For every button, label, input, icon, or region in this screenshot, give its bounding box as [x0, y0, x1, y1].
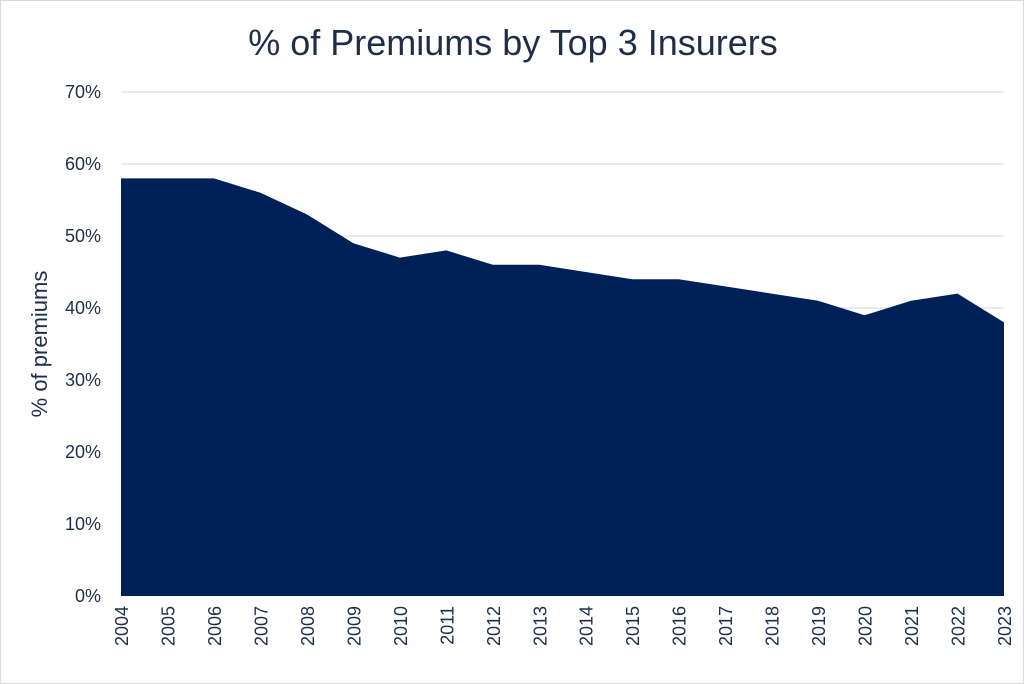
chart-title: % of Premiums by Top 3 Insurers	[248, 22, 778, 63]
x-tick-label: 2012	[484, 606, 504, 646]
y-axis-ticks: 0% 10% 20% 30% 40% 50% 60% 70%	[65, 82, 101, 606]
y-tick-label: 50%	[65, 226, 101, 246]
y-tick-label: 20%	[65, 442, 101, 462]
y-tick-label: 40%	[65, 298, 101, 318]
x-tick-label: 2010	[391, 606, 411, 646]
y-tick-label: 10%	[65, 514, 101, 534]
y-axis-title: % of premiums	[27, 271, 52, 418]
x-tick-label: 2007	[251, 606, 271, 646]
y-tick-label: 30%	[65, 370, 101, 390]
x-axis-ticks: 2004 2005 2006 2007 2008 2009 2010 2011 2012 2013…	[112, 606, 1015, 646]
x-tick-label: 2014	[577, 606, 597, 646]
y-tick-label: 0%	[75, 586, 101, 606]
y-tick-label: 70%	[65, 82, 101, 102]
x-tick-label: 2020	[856, 606, 876, 646]
x-tick-label: 2006	[205, 606, 225, 646]
area-fill	[121, 178, 1004, 596]
x-tick-label: 2022	[949, 606, 969, 646]
x-tick-label: 2011	[437, 606, 457, 645]
x-tick-label: 2017	[716, 606, 736, 646]
y-tick-label: 60%	[65, 154, 101, 174]
area-series	[121, 178, 1004, 596]
x-tick-label: 2008	[298, 606, 318, 646]
x-tick-label: 2009	[344, 606, 364, 646]
x-tick-label: 2023	[995, 606, 1015, 646]
x-tick-label: 2018	[763, 606, 783, 646]
x-tick-label: 2015	[623, 606, 643, 646]
x-tick-label: 2005	[158, 606, 178, 646]
x-tick-label: 2019	[809, 606, 829, 646]
x-tick-label: 2004	[112, 606, 132, 646]
x-tick-label: 2021	[902, 606, 922, 646]
x-tick-label: 2013	[530, 606, 550, 646]
x-tick-label: 2016	[670, 606, 690, 646]
